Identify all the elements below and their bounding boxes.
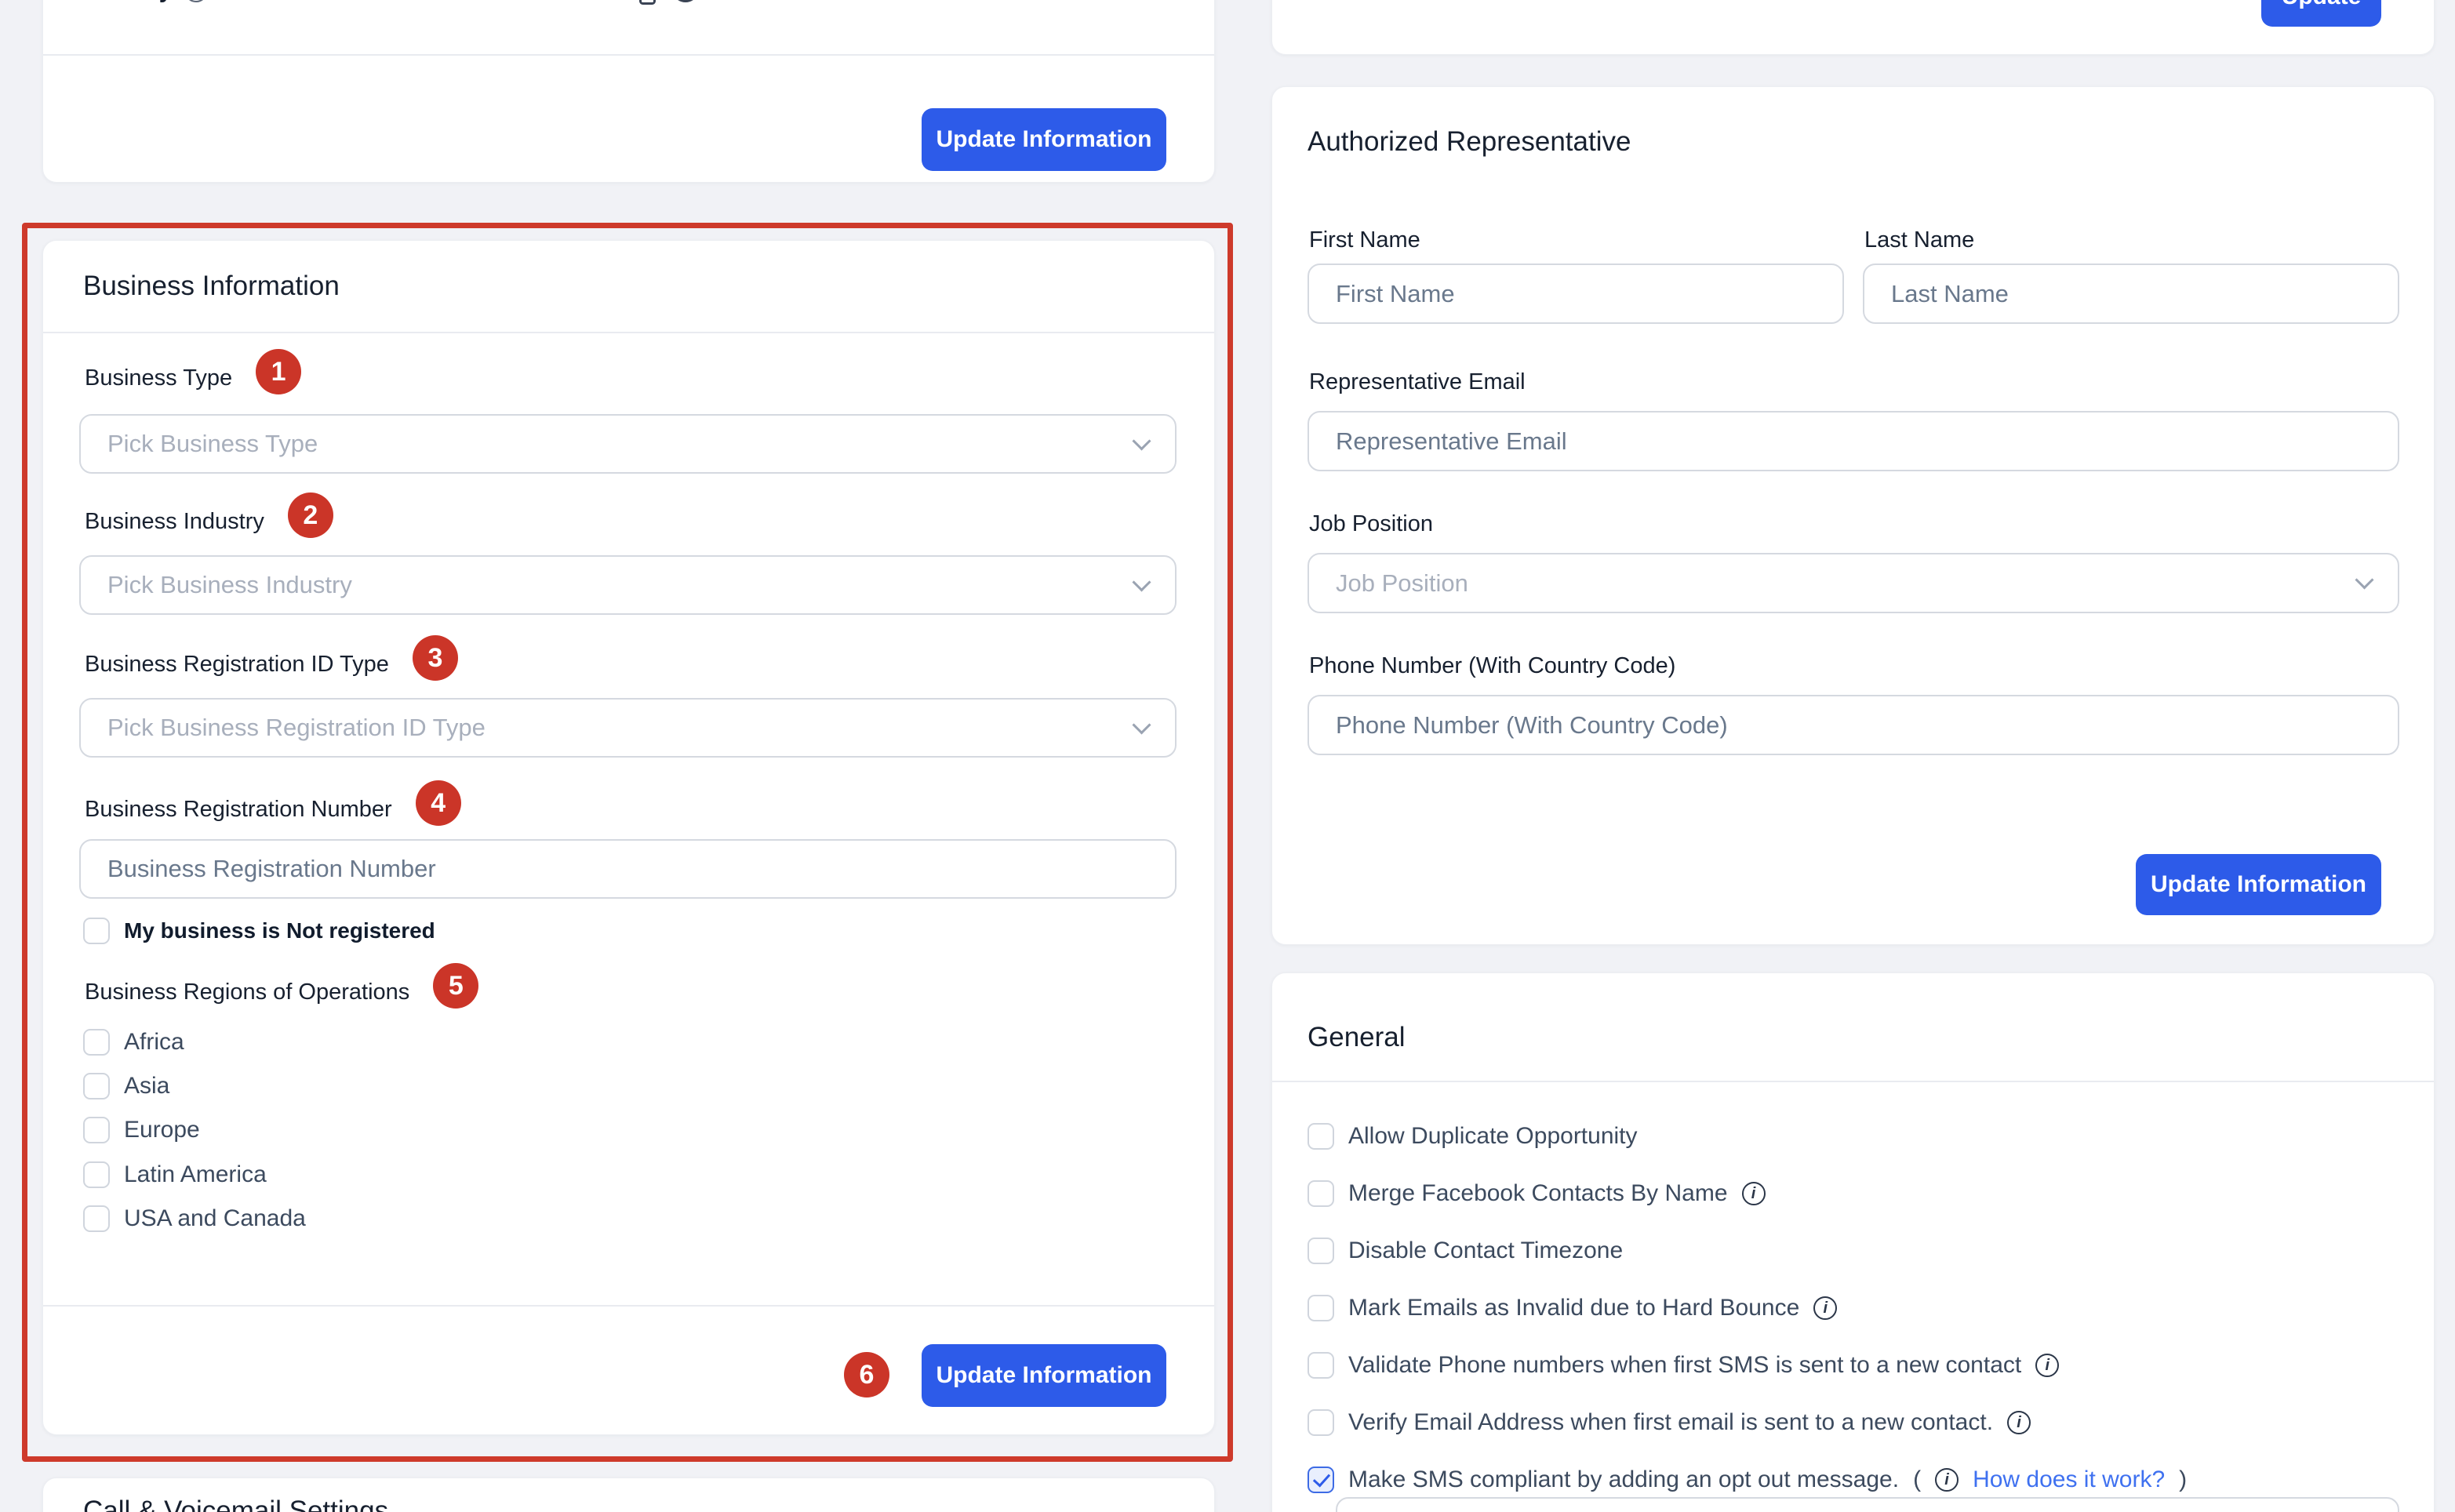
- first-name-input[interactable]: [1336, 279, 1816, 308]
- representative-email-input[interactable]: [1336, 427, 2371, 456]
- annotation-badge-1: 1: [256, 349, 302, 394]
- representative-email-label: Representative Email: [1309, 369, 1526, 394]
- info-icon[interactable]: i: [2007, 1411, 2031, 1434]
- api-key-label: API Key i: [83, 0, 209, 4]
- how-does-it-work-link[interactable]: How does it work?: [1973, 1467, 2166, 1492]
- first-name-field[interactable]: [1308, 264, 1844, 324]
- business-industry-placeholder: Pick Business Industry: [107, 571, 352, 598]
- region-latin-america-checkbox[interactable]: [83, 1161, 110, 1188]
- business-registration-number-label: Business Registration Number: [85, 796, 392, 822]
- call-voicemail-card: Call & Voicemail Settings: [42, 1477, 1215, 1512]
- region-asia-checkbox[interactable]: [83, 1073, 110, 1099]
- region-usa-canada-label: USA and Canada: [124, 1205, 306, 1231]
- eye-icon[interactable]: [671, 0, 700, 7]
- right-top-card: Update: [1271, 0, 2435, 55]
- info-icon[interactable]: i: [2035, 1354, 2060, 1377]
- info-icon[interactable]: i: [1813, 1296, 1838, 1320]
- job-position-label: Job Position: [1309, 511, 1433, 536]
- last-name-input[interactable]: [1891, 279, 2371, 308]
- verify-email-address-label: Verify Email Address when first email is…: [1348, 1409, 1994, 1435]
- card-divider: [1272, 1081, 2434, 1082]
- representative-email-field[interactable]: [1308, 411, 2399, 471]
- general-card: General Allow Duplicate Opportunity Merg…: [1271, 972, 2435, 1512]
- sms-compliant-checkbox[interactable]: [1308, 1467, 1334, 1493]
- merge-facebook-contacts-checkbox[interactable]: [1308, 1180, 1334, 1207]
- api-key-card: API Key i ••••• Update Information: [42, 0, 1215, 183]
- mark-emails-invalid-checkbox[interactable]: [1308, 1295, 1334, 1321]
- sms-compliant-label: Make SMS compliant by adding an opt out …: [1348, 1467, 1900, 1492]
- not-registered-label: My business is Not registered: [124, 918, 435, 943]
- card-divider: [43, 1305, 1214, 1307]
- business-regions-label: Business Regions of Operations: [85, 979, 410, 1005]
- job-position-placeholder: Job Position: [1336, 569, 1468, 597]
- annotation-badge-6: 6: [844, 1352, 889, 1398]
- business-registration-number-field[interactable]: [79, 839, 1177, 899]
- region-africa-checkbox[interactable]: [83, 1029, 110, 1056]
- business-information-title: Business Information: [83, 271, 340, 301]
- business-info-update-information-button[interactable]: Update Information: [922, 1344, 1166, 1407]
- paren-open: (: [1913, 1467, 1922, 1492]
- region-asia-label: Asia: [124, 1073, 170, 1099]
- paren-close: ): [2179, 1467, 2188, 1492]
- phone-number-label: Phone Number (With Country Code): [1309, 653, 1676, 678]
- business-information-card: Business Information Business Type 1 Pic…: [42, 240, 1215, 1435]
- annotation-badge-4: 4: [415, 780, 461, 826]
- card-divider: [43, 332, 1214, 333]
- validate-phone-numbers-label: Validate Phone numbers when first SMS is…: [1348, 1352, 2022, 1378]
- business-registration-number-input[interactable]: [107, 855, 1148, 883]
- card-divider: [43, 54, 1214, 56]
- merge-facebook-contacts-label: Merge Facebook Contacts By Name: [1348, 1180, 1728, 1206]
- annotation-badge-3: 3: [412, 635, 458, 681]
- authorized-representative-card: Authorized Representative First Name Las…: [1271, 86, 2435, 945]
- disable-contact-timezone-label: Disable Contact Timezone: [1348, 1238, 1624, 1263]
- authorized-rep-update-information-button[interactable]: Update Information: [2136, 854, 2381, 915]
- region-africa-label: Africa: [124, 1029, 184, 1055]
- business-registration-id-type-label: Business Registration ID Type: [85, 651, 389, 677]
- top-update-button[interactable]: Update: [2261, 0, 2381, 27]
- business-type-select[interactable]: Pick Business Type: [79, 414, 1177, 474]
- authorized-representative-title: Authorized Representative: [1308, 126, 1631, 157]
- api-key-label-text: API Key: [83, 0, 172, 4]
- business-type-placeholder: Pick Business Type: [107, 430, 318, 457]
- verify-email-address-checkbox[interactable]: [1308, 1409, 1334, 1436]
- disable-contact-timezone-checkbox[interactable]: [1308, 1238, 1334, 1264]
- api-update-information-button[interactable]: Update Information: [922, 108, 1166, 171]
- allow-duplicate-opportunity-label: Allow Duplicate Opportunity: [1348, 1123, 1638, 1149]
- info-icon[interactable]: i: [184, 0, 209, 2]
- general-title: General: [1308, 1022, 1406, 1052]
- info-icon[interactable]: i: [1935, 1468, 1959, 1492]
- business-registration-id-type-placeholder: Pick Business Registration ID Type: [107, 714, 486, 741]
- chevron-down-icon: [2355, 570, 2374, 590]
- phone-number-input[interactable]: [1336, 711, 2371, 740]
- mark-emails-invalid-label: Mark Emails as Invalid due to Hard Bounc…: [1348, 1295, 1800, 1321]
- first-name-label: First Name: [1309, 227, 1420, 253]
- business-industry-select[interactable]: Pick Business Industry: [79, 555, 1177, 615]
- business-industry-label: Business Industry: [85, 508, 264, 534]
- business-type-label: Business Type: [85, 365, 233, 391]
- job-position-select[interactable]: Job Position: [1308, 553, 2399, 613]
- copy-icon[interactable]: [630, 0, 658, 7]
- chevron-down-icon: [1132, 572, 1151, 592]
- business-registration-id-type-select[interactable]: Pick Business Registration ID Type: [79, 698, 1177, 758]
- phone-number-field[interactable]: [1308, 695, 2399, 755]
- region-europe-label: Europe: [124, 1117, 200, 1143]
- annotation-badge-2: 2: [287, 492, 333, 538]
- region-europe-checkbox[interactable]: [83, 1117, 110, 1143]
- last-name-field[interactable]: [1863, 264, 2399, 324]
- call-voicemail-title: Call & Voicemail Settings: [83, 1496, 389, 1512]
- annotation-badge-5: 5: [433, 963, 479, 1009]
- info-icon[interactable]: i: [1741, 1182, 1766, 1205]
- opt-out-message-field[interactable]: [1336, 1497, 2399, 1512]
- region-usa-canada-checkbox[interactable]: [83, 1205, 110, 1232]
- validate-phone-numbers-checkbox[interactable]: [1308, 1352, 1334, 1379]
- allow-duplicate-opportunity-checkbox[interactable]: [1308, 1123, 1334, 1150]
- region-latin-america-label: Latin America: [124, 1161, 267, 1187]
- chevron-down-icon: [1132, 431, 1151, 451]
- api-key-masked-value: •••••: [542, 0, 607, 10]
- last-name-label: Last Name: [1864, 227, 1975, 253]
- not-registered-checkbox[interactable]: [83, 918, 110, 944]
- chevron-down-icon: [1132, 714, 1151, 735]
